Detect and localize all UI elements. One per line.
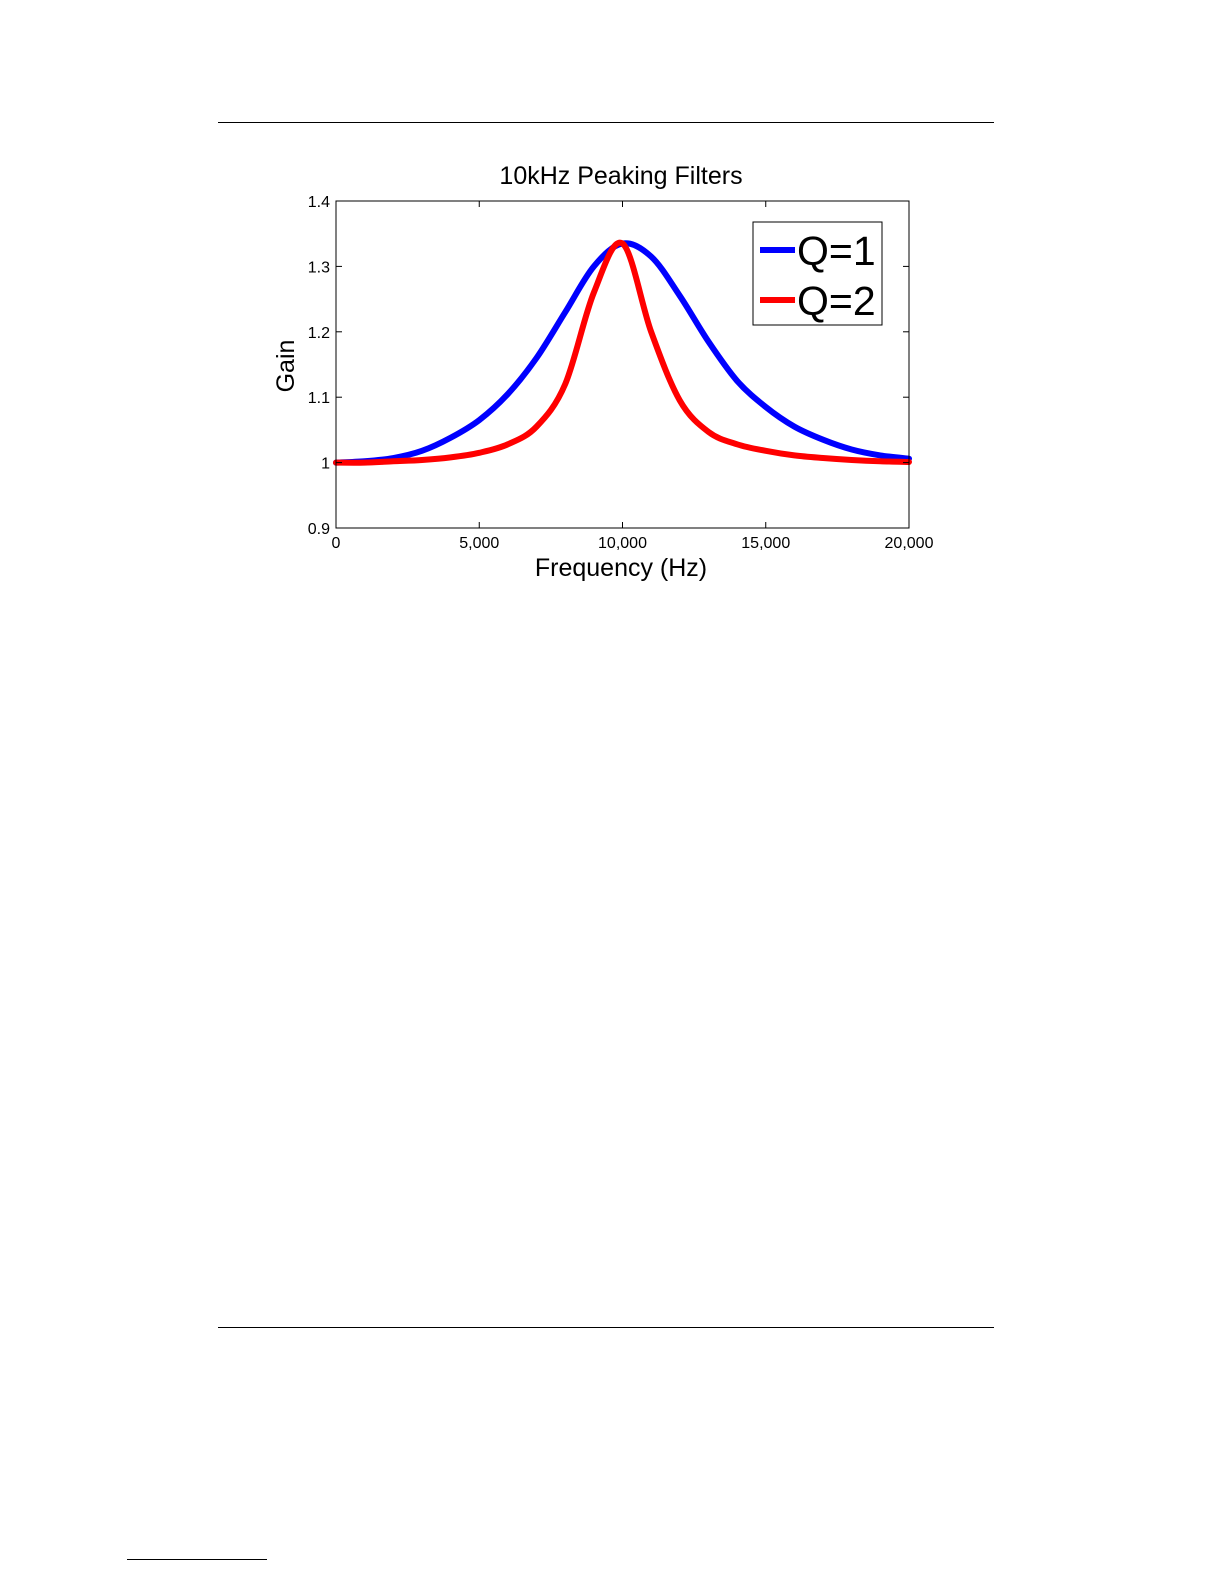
legend-label-2: Q=2 (797, 278, 876, 324)
legend-label-1: Q=1 (797, 228, 876, 274)
legend: Q=1Q=2 (752, 221, 883, 326)
x-tick-label: 10,000 (598, 535, 647, 552)
x-tick-label: 20,000 (885, 535, 934, 552)
x-tick-label: 15,000 (741, 535, 790, 552)
x-tick-label: 0 (332, 535, 341, 552)
footnote-rule (127, 1559, 267, 1560)
y-tick-label: 1 (321, 456, 330, 473)
chart-title: 10kHz Peaking Filters (499, 162, 742, 190)
legend-box (752, 221, 883, 326)
y-tick-label: 1.1 (308, 390, 330, 407)
x-tick-label: 5,000 (459, 535, 499, 552)
x-axis-label: Frequency (Hz) (535, 554, 707, 582)
y-tick-label: 0.9 (308, 521, 330, 538)
series-line-2 (333, 239, 912, 466)
footer-rule (218, 1327, 994, 1328)
y-axis-label: Gain (272, 340, 300, 393)
header-rule (218, 122, 994, 123)
y-tick-label: 1.4 (308, 194, 330, 211)
y-tick-label: 1.3 (308, 259, 330, 276)
y-tick-label: 1.2 (308, 325, 330, 342)
